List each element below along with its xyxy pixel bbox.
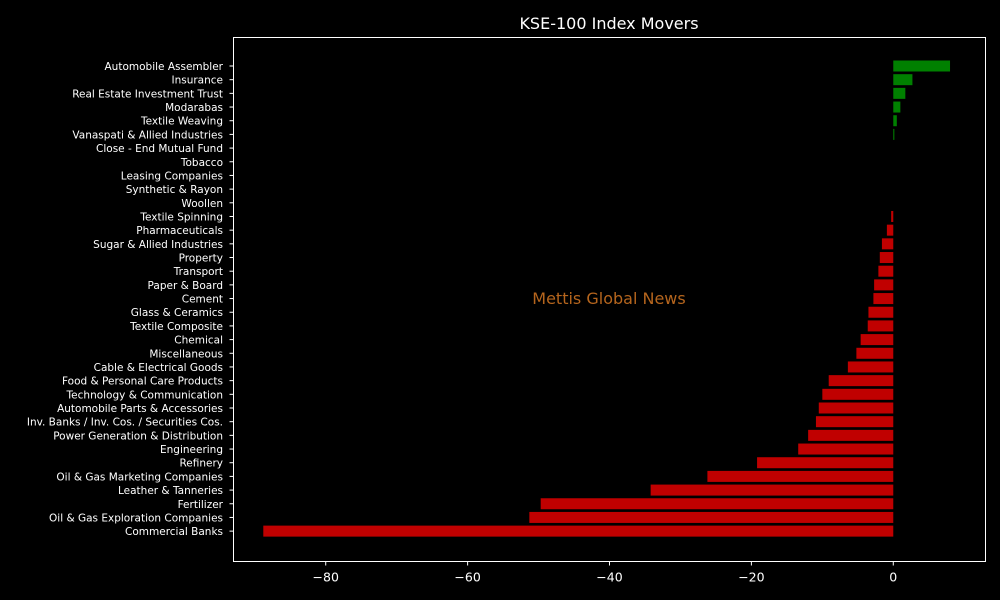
category-label: Paper & Board (148, 280, 223, 292)
category-label: Textile Spinning (139, 211, 223, 223)
x-tick-label: 0 (889, 570, 897, 585)
category-label: Oil & Gas Marketing Companies (56, 471, 223, 483)
bar (878, 265, 894, 277)
category-label: Synthetic & Rayon (126, 184, 223, 196)
category-label: Transport (173, 266, 223, 278)
category-label: Real Estate Investment Trust (72, 88, 223, 100)
bar (798, 443, 894, 455)
category-label: Cement (182, 294, 223, 306)
category-label: Sugar & Allied Industries (93, 239, 223, 251)
bar (867, 320, 894, 332)
bar (828, 375, 894, 387)
category-label: Glass & Ceramics (131, 307, 223, 319)
category-label: Oil & Gas Exploration Companies (49, 512, 223, 524)
category-label: Cable & Electrical Goods (94, 362, 223, 374)
category-label: Woollen (181, 198, 223, 210)
category-label: Property (179, 253, 223, 265)
bar (893, 87, 906, 99)
category-label: Technology & Communication (66, 389, 223, 401)
category-label: Textile Weaving (140, 116, 223, 128)
category-label: Leather & Tanneries (118, 485, 223, 497)
bar (529, 511, 894, 523)
bar (707, 470, 894, 482)
category-label: Insurance (171, 75, 223, 87)
category-label: Commercial Banks (125, 526, 223, 538)
bar (650, 484, 894, 496)
bar (540, 498, 894, 510)
bar (263, 525, 894, 537)
category-label: Fertilizer (178, 499, 224, 511)
x-tick-label: −80 (313, 570, 339, 585)
category-label: Engineering (160, 444, 223, 456)
category-label: Textile Composite (129, 321, 223, 333)
plot-area-frame (233, 37, 986, 562)
bar (879, 252, 894, 264)
category-label: Inv. Banks / Inv. Cos. / Securities Cos. (27, 417, 223, 429)
bar (815, 416, 894, 428)
category-label: Food & Personal Care Products (62, 376, 223, 388)
bar (822, 388, 894, 400)
bar (757, 457, 894, 469)
category-label: Close - End Mutual Fund (96, 143, 223, 155)
bar (856, 347, 894, 359)
category-label: Refinery (179, 458, 223, 470)
bar (893, 60, 951, 72)
category-label: Chemical (174, 335, 223, 347)
bar (893, 128, 895, 140)
category-label: Power Generation & Distribution (53, 430, 223, 442)
x-tick-label: −40 (596, 570, 622, 585)
category-label: Pharmaceuticals (136, 225, 223, 237)
bar (893, 101, 901, 113)
watermark-text: Mettis Global News (532, 289, 685, 308)
category-label: Automobile Parts & Accessories (57, 403, 223, 415)
bar (847, 361, 894, 373)
bar (808, 429, 894, 441)
chart-title: KSE-100 Index Movers (519, 14, 698, 33)
category-label: Tobacco (180, 157, 223, 169)
category-label: Miscellaneous (149, 348, 223, 360)
bar (893, 74, 913, 86)
bar (874, 279, 894, 291)
bar (881, 238, 894, 250)
bar (886, 224, 894, 236)
category-label: Modarabas (165, 102, 223, 114)
bar (860, 334, 894, 346)
bar (818, 402, 894, 414)
bar (893, 115, 897, 127)
category-label: Vanaspati & Allied Industries (72, 129, 223, 141)
bars-group (263, 60, 951, 537)
x-tick-label: −20 (738, 570, 764, 585)
category-label: Leasing Companies (121, 170, 223, 182)
bar (868, 306, 894, 318)
x-tick-label: −60 (454, 570, 480, 585)
bar (891, 210, 894, 222)
category-label: Automobile Assembler (105, 61, 224, 73)
x-axis-ticks: −80 −60 −40 −20 0 (313, 561, 897, 585)
bar (873, 293, 894, 305)
